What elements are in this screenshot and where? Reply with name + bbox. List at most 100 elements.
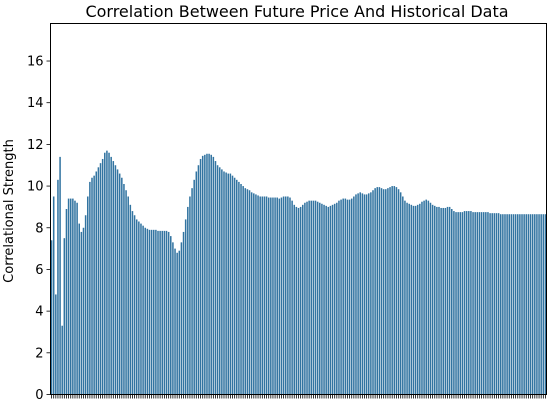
bar xyxy=(338,200,340,395)
bar xyxy=(534,214,536,395)
bar xyxy=(140,223,142,395)
bar xyxy=(363,194,366,395)
bar xyxy=(114,165,117,395)
bar xyxy=(385,189,387,395)
bar xyxy=(146,228,149,395)
bar xyxy=(344,198,347,395)
bar xyxy=(276,197,278,395)
bar xyxy=(74,200,76,395)
bar xyxy=(512,214,515,395)
bar xyxy=(69,198,72,395)
bar xyxy=(257,195,259,395)
bar xyxy=(121,177,123,395)
bar xyxy=(367,193,370,395)
bar xyxy=(123,183,125,395)
bar xyxy=(382,189,385,395)
bar xyxy=(342,198,344,395)
bar xyxy=(280,197,283,395)
bar xyxy=(402,196,404,395)
bar xyxy=(84,215,87,395)
bar xyxy=(148,229,151,395)
bar xyxy=(499,214,502,395)
bar xyxy=(208,153,210,395)
bar xyxy=(265,196,268,395)
bar xyxy=(301,204,304,395)
bar xyxy=(353,196,355,395)
bar xyxy=(489,213,491,395)
bar xyxy=(312,200,315,395)
bar xyxy=(436,206,438,395)
bar xyxy=(295,206,298,395)
bar xyxy=(263,196,266,395)
bar xyxy=(491,213,493,395)
bar xyxy=(380,188,383,395)
bar xyxy=(78,223,80,395)
bar xyxy=(316,201,319,395)
bar xyxy=(270,197,272,395)
bar xyxy=(321,203,323,395)
bar xyxy=(206,153,208,395)
bar xyxy=(340,199,342,395)
bar xyxy=(50,240,53,395)
bar xyxy=(106,150,108,395)
bar xyxy=(180,242,183,395)
bar xyxy=(310,200,313,395)
bar xyxy=(370,192,372,395)
bar xyxy=(55,294,57,395)
bar xyxy=(229,173,232,395)
plot-frame xyxy=(50,23,547,395)
bar xyxy=(504,214,506,395)
bar xyxy=(410,204,413,395)
bar xyxy=(159,230,161,395)
bar xyxy=(482,212,485,395)
bar xyxy=(527,214,530,395)
bar xyxy=(250,192,253,395)
bar xyxy=(374,188,376,395)
bar xyxy=(525,214,528,395)
bar xyxy=(63,238,66,395)
bar xyxy=(287,196,289,395)
bar xyxy=(495,213,498,395)
bar xyxy=(99,163,102,395)
bar xyxy=(480,212,483,395)
bar xyxy=(93,175,95,395)
bar xyxy=(165,230,168,395)
bar xyxy=(406,202,408,395)
bar xyxy=(163,230,166,395)
bar xyxy=(440,207,442,395)
bar xyxy=(155,229,157,395)
bar xyxy=(304,202,306,395)
bar xyxy=(133,215,136,395)
bar xyxy=(306,201,308,395)
bar xyxy=(272,197,274,395)
bar xyxy=(510,214,513,395)
bar xyxy=(116,169,119,395)
bar xyxy=(378,187,381,395)
bar xyxy=(514,214,517,395)
bar xyxy=(485,212,487,395)
bar xyxy=(76,202,78,395)
bar xyxy=(89,181,91,395)
bar xyxy=(182,231,185,395)
y-tick-label: 12 xyxy=(27,138,44,153)
bar xyxy=(451,209,453,395)
bar xyxy=(359,192,361,395)
bar xyxy=(221,169,223,395)
bar xyxy=(421,201,423,395)
bar xyxy=(255,194,257,395)
bar xyxy=(540,214,542,395)
bar xyxy=(233,177,236,395)
bar xyxy=(461,212,464,395)
bar xyxy=(542,214,545,395)
bar xyxy=(201,155,204,395)
bar xyxy=(476,212,479,395)
bar xyxy=(261,196,264,395)
bar xyxy=(108,152,110,395)
bar xyxy=(357,193,359,395)
bar xyxy=(297,207,300,395)
y-tick-label: 2 xyxy=(35,346,43,361)
bar xyxy=(529,214,532,395)
y-tick-label: 8 xyxy=(35,221,43,236)
bar xyxy=(125,190,127,395)
